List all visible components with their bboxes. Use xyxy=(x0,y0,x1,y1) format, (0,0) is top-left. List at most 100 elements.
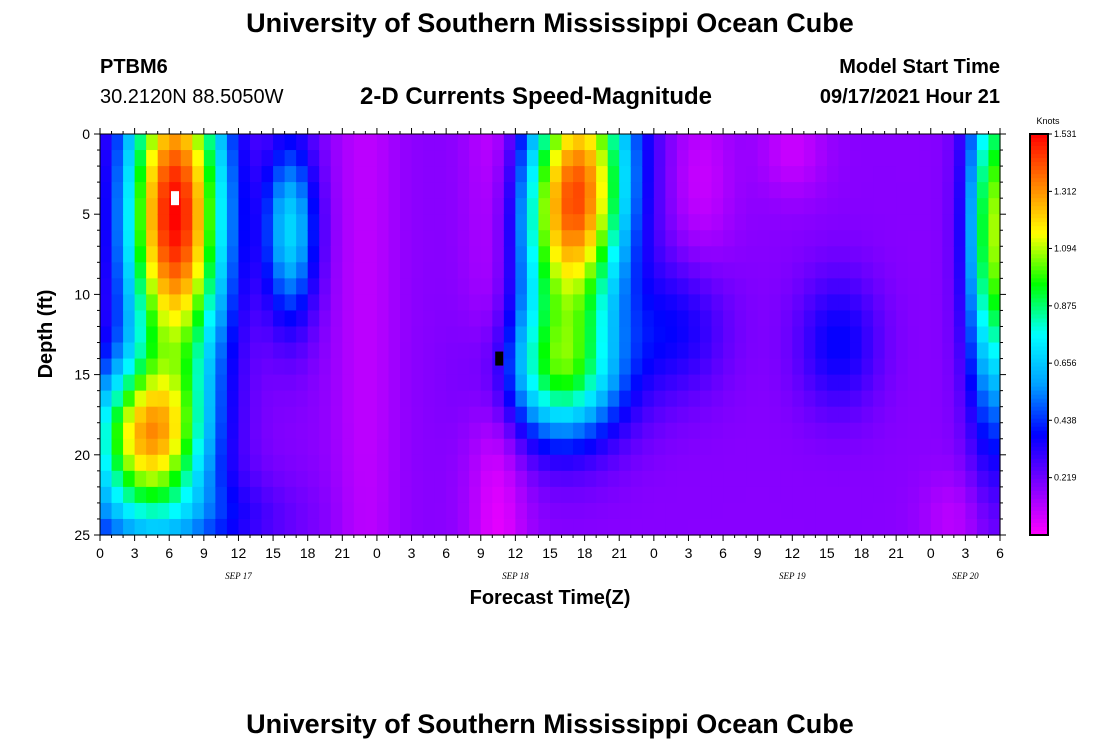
heatmap-cell xyxy=(250,374,263,392)
heatmap-cell xyxy=(503,358,516,376)
heatmap-cell xyxy=(792,390,805,408)
heatmap-cell xyxy=(757,486,770,504)
heatmap-cell xyxy=(307,518,320,536)
heatmap-cell xyxy=(434,502,447,520)
heatmap-cell xyxy=(146,486,159,504)
heatmap-cell xyxy=(573,310,586,328)
heatmap-cell xyxy=(376,390,390,408)
heatmap-cell xyxy=(861,278,874,295)
heatmap-cell xyxy=(526,246,540,263)
heatmap-cell xyxy=(342,438,355,456)
heatmap-cell xyxy=(284,342,297,360)
heatmap-cell xyxy=(688,198,701,215)
heatmap-cell xyxy=(734,358,747,376)
heatmap-cell xyxy=(850,214,863,231)
heatmap-cell xyxy=(573,342,586,360)
heatmap-cell xyxy=(838,422,851,440)
heatmap-cell xyxy=(296,326,309,344)
heatmap-cell xyxy=(307,230,320,247)
heatmap-cell xyxy=(769,310,782,328)
heatmap-cell xyxy=(446,358,459,376)
heatmap-cell xyxy=(515,502,528,520)
y-tick-label: 5 xyxy=(82,206,90,222)
heatmap-cell xyxy=(446,438,459,456)
heatmap-cell xyxy=(573,230,586,247)
heatmap-cell xyxy=(642,278,655,295)
heatmap-cell xyxy=(469,342,482,360)
heatmap-cell xyxy=(619,438,632,456)
heatmap-cell xyxy=(965,230,978,247)
heatmap-cell xyxy=(688,246,701,263)
heatmap-cell xyxy=(596,294,609,312)
heatmap-cell xyxy=(365,246,378,263)
heatmap-cell xyxy=(803,230,816,247)
heatmap-cell xyxy=(873,358,886,376)
colorbar-segment xyxy=(1030,254,1048,259)
heatmap-cell xyxy=(907,182,920,199)
heatmap-cell xyxy=(850,358,863,376)
heatmap-cell xyxy=(203,374,216,392)
heatmap-cell xyxy=(561,390,574,408)
heatmap-cell xyxy=(296,374,309,392)
heatmap-cell xyxy=(180,246,193,263)
heatmap-cell xyxy=(538,454,551,472)
heatmap-cell xyxy=(757,262,770,279)
heatmap-cell xyxy=(411,390,424,408)
heatmap-cell xyxy=(400,422,413,440)
heatmap-cell xyxy=(896,166,909,183)
heatmap-cell xyxy=(769,198,782,215)
heatmap-cell xyxy=(388,374,401,392)
heatmap-cell xyxy=(365,486,378,504)
heatmap-cell xyxy=(434,390,447,408)
heatmap-cell xyxy=(423,470,436,488)
heatmap-cell xyxy=(134,518,147,536)
heatmap-cell xyxy=(700,342,713,360)
heatmap-cell xyxy=(238,374,251,392)
heatmap-cell xyxy=(307,422,320,440)
heatmap-cell xyxy=(365,134,378,151)
heatmap-cell xyxy=(642,134,655,151)
heatmap-cell xyxy=(665,358,678,376)
heatmap-cell xyxy=(146,246,159,263)
heatmap-cell xyxy=(423,406,436,424)
colorbar-segment xyxy=(1030,198,1048,203)
heatmap-cell xyxy=(503,150,516,167)
heatmap-cell xyxy=(561,486,574,504)
heatmap-cell xyxy=(203,230,216,247)
heatmap-cell xyxy=(180,214,193,231)
heatmap-cell xyxy=(388,294,401,312)
heatmap-cell xyxy=(838,470,851,488)
heatmap-cell xyxy=(238,502,251,520)
heatmap-cell xyxy=(526,454,540,472)
heatmap-cell xyxy=(215,438,228,456)
heatmap-cell xyxy=(769,486,782,504)
heatmap-cell xyxy=(169,470,182,488)
heatmap-cell xyxy=(723,230,736,247)
heatmap-cell xyxy=(815,358,828,376)
heatmap-cell xyxy=(284,310,297,328)
heatmap-cell xyxy=(965,406,978,424)
heatmap-cell xyxy=(919,134,932,151)
heatmap-cell xyxy=(838,342,851,360)
heatmap-cell xyxy=(319,262,332,279)
heatmap-cell xyxy=(723,374,736,392)
heatmap-cell xyxy=(596,438,609,456)
heatmap-cell xyxy=(503,502,516,520)
colorbar-segment xyxy=(1030,142,1048,147)
heatmap-cell xyxy=(780,518,793,536)
heatmap-cell xyxy=(988,262,1001,279)
heatmap-cell xyxy=(157,198,170,215)
heatmap-cell xyxy=(319,278,332,295)
heatmap-cell xyxy=(250,326,263,344)
heatmap-cell xyxy=(815,134,828,151)
heatmap-cell xyxy=(665,422,678,440)
heatmap-cell xyxy=(965,502,978,520)
heatmap-cell xyxy=(619,342,632,360)
model-start-label: Model Start Time xyxy=(839,56,1000,78)
heatmap-cell xyxy=(780,182,793,199)
colorbar-segment xyxy=(1030,382,1048,388)
heatmap-cell xyxy=(665,278,678,295)
heatmap-cell xyxy=(423,454,436,472)
heatmap-cell xyxy=(169,358,182,376)
heatmap-cell xyxy=(873,150,886,167)
